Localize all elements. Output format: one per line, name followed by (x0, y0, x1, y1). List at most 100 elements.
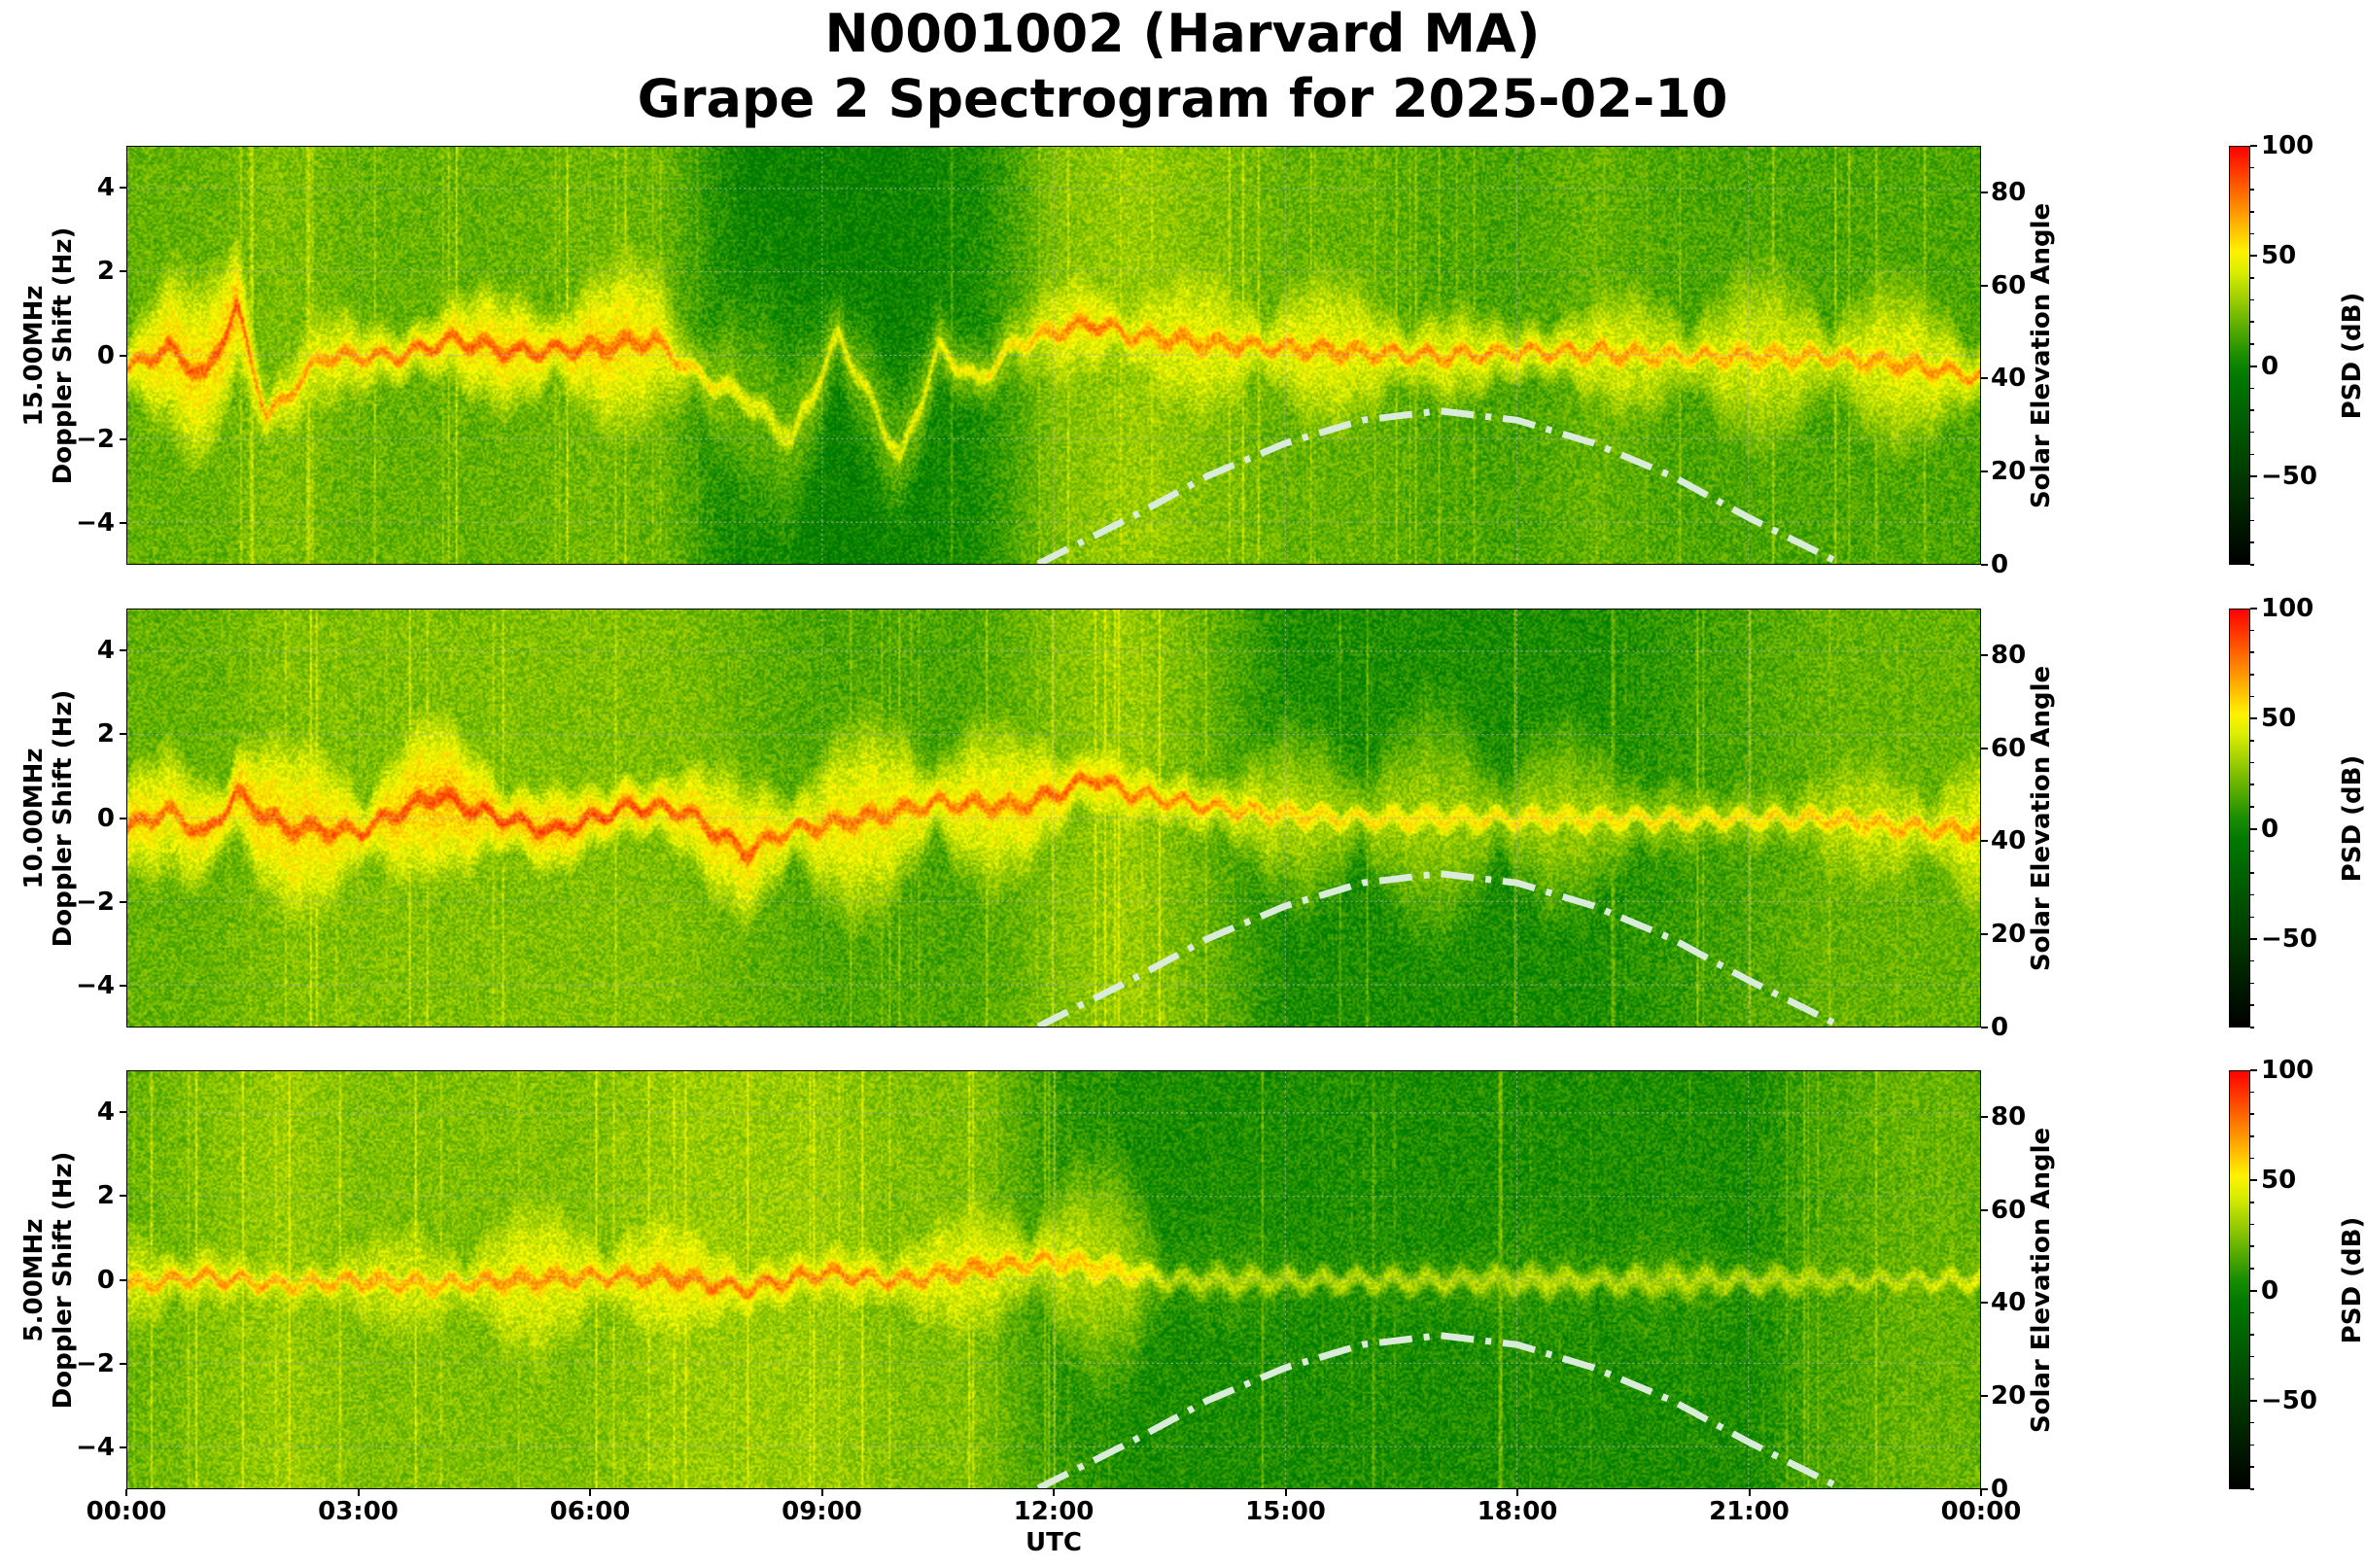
y-tick-mark (120, 437, 126, 440)
colorbar-tick-minor (2250, 893, 2254, 896)
x-axis-label: UTC (1026, 1528, 1082, 1557)
y2-tick-mark (1981, 191, 1988, 193)
solar-elevation-curve (1036, 870, 1835, 1027)
plot-overlay (127, 610, 1980, 1027)
colorbar-tick-minor (2250, 1157, 2254, 1160)
y2-tick-mark (1981, 933, 1988, 936)
y-tick-mark (120, 1278, 126, 1281)
colorbar-tick-minor (2250, 232, 2254, 235)
y-tick-mark (120, 900, 126, 903)
colorbar (2229, 609, 2250, 1028)
colorbar-tick-major (2250, 608, 2257, 610)
colorbar-tick-minor (2250, 1421, 2254, 1424)
y-tick-mark (120, 1446, 126, 1448)
chart-title-line2: Grape 2 Spectrogram for 2025-02-10 (637, 68, 1728, 129)
colorbar-tick-minor (2250, 761, 2254, 764)
y-tick-label: 4 (96, 636, 115, 666)
y2-tick-mark (1981, 1208, 1988, 1211)
x-tick-label: 15:00 (1245, 1497, 1326, 1526)
colorbar-tick-label: 0 (2261, 814, 2279, 844)
chart-title-line1: N0001002 (Harvard MA) (824, 3, 1541, 64)
colorbar-tick-minor (2250, 1223, 2254, 1226)
x-tick-label: 00:00 (1940, 1497, 2022, 1526)
y2-tick-mark (1981, 653, 1988, 656)
y2-tick-label: 40 (1991, 364, 2027, 394)
y-axis-label: 10.00MHz Doppler Shift (Hz) (19, 624, 78, 1013)
x-tick-mark (125, 1489, 127, 1496)
x-tick-mark (1748, 1489, 1751, 1496)
colorbar-tick-major (2250, 145, 2257, 147)
y-tick-mark (120, 649, 126, 652)
colorbar-tick-minor (2250, 1091, 2254, 1094)
colorbar-tick-label: 100 (2261, 1056, 2314, 1085)
colorbar-tick-minor (2250, 298, 2254, 301)
y-tick-label: −2 (76, 424, 115, 454)
y2-tick-label: 0 (1991, 550, 2009, 579)
y2-tick-mark (1981, 1395, 1988, 1398)
x-tick-label: 00:00 (86, 1497, 167, 1526)
x-tick-label: 21:00 (1709, 1497, 1790, 1526)
y-axis-label: 5.00MHz Doppler Shift (Hz) (19, 1086, 78, 1475)
y-tick-label: 2 (96, 719, 115, 749)
colorbar-tick-minor (2250, 1027, 2254, 1028)
y2-tick-label: 80 (1991, 177, 2027, 207)
colorbar-label: PSD (dB) (2338, 292, 2365, 419)
doppler-shift-label: Doppler Shift (Hz) (49, 689, 78, 947)
spectrogram-plot-15.00mhz (126, 146, 1981, 565)
y-tick-label: −4 (76, 1432, 115, 1462)
colorbar-tick-major (2250, 255, 2257, 258)
colorbar-tick-minor (2250, 959, 2254, 962)
colorbar-tick-minor (2250, 1311, 2254, 1314)
x-tick-mark (820, 1489, 823, 1496)
colorbar-tick-minor (2250, 277, 2254, 279)
colorbar-tick-minor (2250, 1245, 2254, 1247)
plot-overlay (127, 147, 1980, 564)
x-tick-mark (357, 1489, 360, 1496)
colorbar-tick-minor (2250, 1135, 2254, 1137)
y-tick-mark (120, 1362, 126, 1365)
colorbar-tick-label: 100 (2261, 594, 2314, 623)
colorbar-tick-minor (2250, 1268, 2254, 1270)
colorbar (2229, 1070, 2250, 1489)
colorbar-tick-minor (2250, 1377, 2254, 1380)
colorbar-tick-minor (2250, 1202, 2254, 1203)
y-tick-mark (120, 521, 126, 524)
y2-tick-mark (1981, 470, 1988, 473)
colorbar-tick-minor (2250, 982, 2254, 985)
y2-tick-label: 0 (1991, 1013, 2009, 1042)
y2-tick-label: 40 (1991, 826, 2027, 856)
x-tick-mark (589, 1489, 591, 1496)
colorbar-tick-minor (2250, 431, 2254, 434)
y-tick-mark (120, 1195, 126, 1198)
x-tick-label: 03:00 (318, 1497, 399, 1526)
y2-tick-label: 60 (1991, 270, 2027, 300)
colorbar-tick-minor (2250, 1466, 2254, 1468)
colorbar-tick-minor (2250, 806, 2254, 808)
colorbar-tick-major (2250, 365, 2257, 367)
frequency-label: 15.00MHz (19, 285, 49, 427)
colorbar-tick-major (2250, 1069, 2257, 1071)
colorbar-tick-minor (2250, 564, 2254, 566)
y-tick-label: 4 (96, 173, 115, 203)
colorbar-tick-minor (2250, 189, 2254, 191)
colorbar-tick-minor (2250, 343, 2254, 345)
y-tick-label: −2 (76, 887, 115, 917)
colorbar (2229, 146, 2250, 565)
colorbar-tick-minor (2250, 740, 2254, 742)
y2-tick-label: 20 (1991, 920, 2027, 950)
y-tick-label: −2 (76, 1348, 115, 1378)
colorbar-tick-minor (2250, 1444, 2254, 1446)
y2-tick-mark (1981, 747, 1988, 749)
colorbar-tick-minor (2250, 872, 2254, 874)
y2-tick-mark (1981, 564, 1988, 566)
colorbar-tick-major (2250, 717, 2257, 720)
colorbar-tick-label: 50 (2261, 241, 2297, 271)
y-tick-mark (120, 354, 126, 357)
colorbar-label: PSD (dB) (2338, 1216, 2365, 1343)
colorbar-tick-minor (2250, 519, 2254, 522)
colorbar-tick-minor (2250, 166, 2254, 169)
colorbar-tick-major (2250, 938, 2257, 941)
y-tick-label: −4 (76, 970, 115, 1000)
y2-tick-label: 60 (1991, 733, 2027, 763)
x-tick-label: 09:00 (782, 1497, 862, 1526)
